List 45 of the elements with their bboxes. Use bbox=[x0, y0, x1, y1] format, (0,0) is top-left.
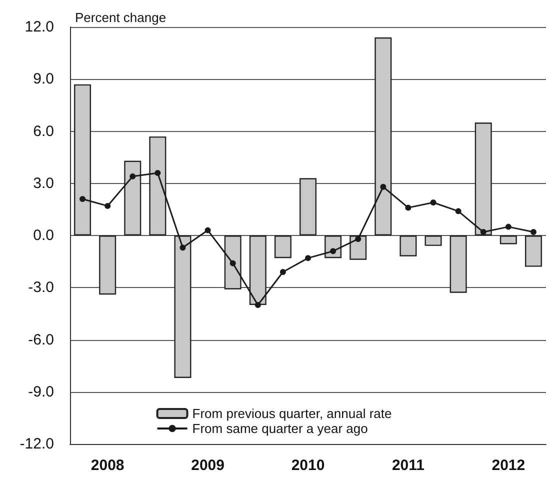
legend-label: From same quarter a year ago bbox=[192, 421, 368, 436]
y-tick-label: 3.0 bbox=[33, 174, 54, 192]
point bbox=[305, 255, 311, 262]
point bbox=[254, 302, 261, 308]
point bbox=[455, 208, 462, 214]
point bbox=[405, 204, 412, 211]
point bbox=[380, 184, 386, 190]
y-tick-label: 9.0 bbox=[33, 70, 54, 88]
point bbox=[430, 199, 436, 206]
point bbox=[230, 260, 236, 266]
y-tick-label: 6.0 bbox=[33, 122, 54, 140]
point bbox=[154, 170, 161, 176]
point bbox=[104, 202, 111, 209]
y-tick-label: -9.0 bbox=[28, 383, 54, 400]
point bbox=[355, 236, 362, 242]
point bbox=[130, 173, 136, 180]
legend-label: From previous quarter, annual rate bbox=[192, 406, 392, 421]
x-tick-label: 2010 bbox=[291, 457, 325, 474]
x-tick-label: 2011 bbox=[392, 457, 424, 474]
bar bbox=[500, 236, 517, 244]
y-tick-label: -12.0 bbox=[20, 436, 54, 452]
point bbox=[530, 229, 536, 236]
x-tick-label: 2012 bbox=[492, 457, 526, 474]
point bbox=[505, 224, 512, 230]
bar bbox=[350, 236, 367, 260]
point bbox=[80, 196, 86, 202]
point bbox=[330, 248, 336, 254]
bar bbox=[450, 236, 467, 293]
point bbox=[180, 244, 186, 251]
y-tick-label: -6.0 bbox=[28, 331, 54, 348]
point bbox=[480, 229, 486, 236]
x-tick-label: 2009 bbox=[191, 457, 224, 474]
x-tick-label: 2008 bbox=[90, 457, 124, 474]
y-tick-label: -3.0 bbox=[28, 279, 54, 296]
y-tick-label: 0.0 bbox=[33, 227, 54, 244]
bar bbox=[300, 178, 316, 236]
bar bbox=[274, 236, 292, 258]
y-axis-title: Percent change bbox=[75, 10, 166, 25]
bar bbox=[99, 236, 116, 295]
point bbox=[280, 268, 286, 275]
bar bbox=[424, 236, 442, 246]
point bbox=[204, 227, 211, 234]
bar bbox=[224, 236, 242, 290]
bar bbox=[400, 236, 417, 256]
y-tick-label: 12.0 bbox=[24, 18, 54, 36]
